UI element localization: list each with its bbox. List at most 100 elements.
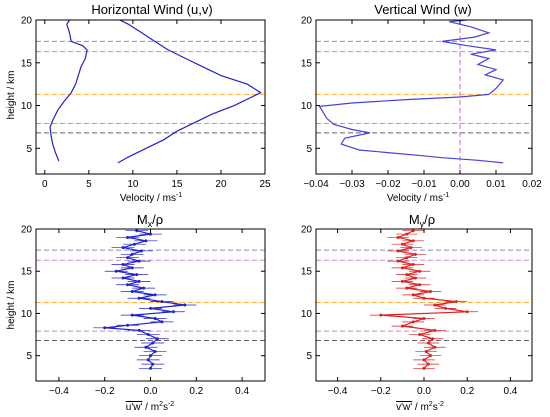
data-point: [422, 296, 426, 300]
x-axis-label-sup: -1: [443, 192, 449, 199]
data-point: [411, 262, 415, 266]
data-point: [121, 262, 125, 266]
series-group: [370, 229, 478, 370]
x-axis-label-sup2: -2: [438, 401, 444, 408]
reference-lines: [36, 40, 265, 134]
data-point: [424, 349, 428, 353]
x-tick-label: 0.0: [144, 386, 158, 397]
data-point: [418, 283, 422, 287]
plot-frame: [315, 19, 533, 175]
x-axis-label-main: Velocity / ms: [387, 193, 443, 204]
x-tick-label: 0: [42, 179, 48, 190]
data-point: [171, 310, 175, 314]
data-point: [103, 326, 107, 330]
series-line-0: [318, 19, 505, 164]
y-ticks: 5 10 15 20: [21, 16, 265, 155]
plot-frame: [35, 228, 266, 382]
x-tick-label: −0.4: [328, 386, 348, 397]
y-tick-label: 20: [21, 16, 33, 27]
x-axis-label-sup2: -2: [168, 401, 174, 408]
data-point: [137, 328, 141, 332]
data-point: [183, 303, 187, 307]
data-point: [400, 242, 404, 246]
x-ticks: 0 5 10 15 20 25: [42, 20, 271, 190]
y-ticks: 5 10 15 20: [301, 225, 532, 362]
data-point: [142, 286, 146, 290]
x-axis-label-main: v'w': [396, 402, 412, 413]
data-point: [433, 345, 437, 349]
x-axis-label-sup1: 2: [429, 401, 433, 408]
x-tick-label: 20: [215, 179, 227, 190]
x-tick-label: 0.00: [450, 179, 470, 190]
y-ticks: 5 10 15 20: [21, 225, 265, 362]
data-point: [400, 324, 404, 328]
panel-title-sub: y: [420, 219, 425, 229]
y-axis-label: height / km: [6, 71, 17, 120]
panel-title-main: M: [137, 212, 148, 227]
data-point: [153, 317, 157, 321]
data-point: [454, 300, 458, 304]
y-tick-label: 10: [21, 309, 33, 320]
x-tick-label: 0.01: [486, 179, 506, 190]
data-point: [130, 266, 134, 270]
x-axis-label-sup: -1: [176, 192, 182, 199]
data-point: [121, 276, 125, 280]
data-point: [411, 229, 415, 233]
data-point: [426, 362, 430, 366]
data-point: [431, 337, 435, 341]
data-point: [405, 256, 409, 260]
data-point: [135, 273, 139, 277]
my-flux-panel: My/ρ −0.4 −0.2 0.0 0.2 0.4 5 10 15 20 v'w' / m2…: [301, 212, 533, 413]
y-tick-label: 5: [26, 351, 32, 362]
y-tick-label: 5: [306, 351, 312, 362]
vertical-wind-panel: Vertical Wind (w) −0.04 −0.03 −0.02 −0.01 0.…: [301, 2, 542, 204]
data-point: [121, 246, 125, 250]
data-point: [422, 366, 426, 370]
data-point: [137, 259, 141, 263]
data-point: [135, 229, 139, 233]
series-group: [93, 229, 197, 370]
x-ticks: −0.4 −0.2 0.0 0.2 0.4: [49, 229, 249, 397]
data-point: [396, 235, 400, 239]
data-point: [130, 289, 134, 293]
data-point: [409, 246, 413, 250]
data-point: [422, 358, 426, 362]
data-point: [149, 306, 152, 310]
series-line-1: [117, 19, 262, 164]
data-point: [405, 273, 409, 277]
panel-title: Horizontal Wind (u,v): [91, 2, 212, 17]
mx-flux-panel: Mx/ρ −0.4 −0.2 0.0 0.2 0.4 5 10 15 20 u'w' / m2…: [6, 212, 266, 413]
x-tick-label: −0.2: [95, 386, 115, 397]
x-tick-label: −0.4: [49, 386, 69, 397]
data-point: [160, 300, 164, 304]
data-point: [151, 362, 155, 366]
data-point: [149, 354, 152, 358]
y-tick-label: 10: [21, 101, 33, 112]
x-tick-label: 15: [171, 179, 183, 190]
x-tick-label: 5: [86, 179, 92, 190]
x-axis-label-unit: / m: [142, 402, 159, 413]
x-tick-label: 0.0: [417, 386, 431, 397]
y-axis-label: height / km: [6, 281, 17, 330]
x-tick-label: 0.02: [522, 179, 542, 190]
data-point: [130, 252, 134, 256]
x-tick-label: 0.2: [460, 386, 474, 397]
x-axis-label: v'w' / m2s-2: [396, 401, 444, 413]
data-point: [400, 279, 404, 283]
x-tick-label: −0.04: [303, 179, 329, 190]
x-axis-label-mid: s: [163, 402, 168, 413]
data-point: [411, 293, 415, 297]
data-point: [153, 293, 157, 297]
data-point: [151, 341, 155, 345]
series-group: [49, 19, 262, 164]
y-tick-label: 20: [21, 225, 33, 236]
data-point: [426, 341, 430, 345]
x-tick-label: −0.02: [375, 179, 401, 190]
data-point: [444, 306, 448, 310]
x-axis-label: u'w' / m2s-2: [126, 401, 175, 413]
plot-frame: [35, 19, 266, 175]
data-point: [396, 259, 400, 263]
reference-lines: [36, 249, 265, 341]
data-point: [126, 323, 130, 327]
